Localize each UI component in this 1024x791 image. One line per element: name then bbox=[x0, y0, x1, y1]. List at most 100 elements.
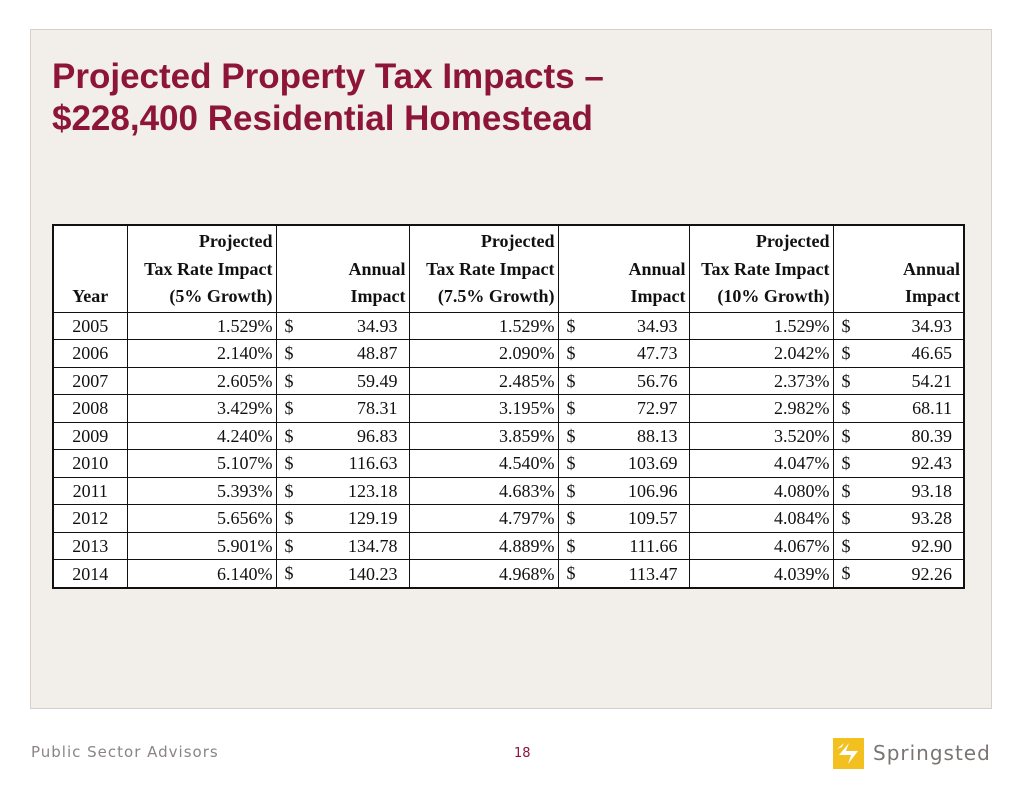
header-year-label: Year bbox=[72, 286, 109, 306]
header-line: Tax Rate Impact bbox=[426, 258, 555, 279]
cell-impact-10: $93.18 bbox=[833, 477, 963, 505]
cell-rate-5: 3.429% bbox=[127, 394, 277, 423]
header-year: Year bbox=[54, 226, 128, 313]
impact-value: 56.76 bbox=[637, 370, 678, 391]
impact-value: 93.28 bbox=[911, 508, 953, 529]
cell-rate-5: 2.140% bbox=[127, 339, 277, 368]
cell-impact-7-5: $103.69 bbox=[558, 449, 690, 478]
impact-value: 59.49 bbox=[357, 370, 398, 391]
cell-impact-5: $123.18 bbox=[276, 477, 410, 505]
cell-impact-5: $140.23 bbox=[276, 559, 410, 587]
impact-value: 78.31 bbox=[357, 398, 398, 419]
currency-symbol: $ bbox=[566, 343, 576, 363]
impact-value: 46.65 bbox=[911, 343, 953, 364]
cell-rate-10: 3.520% bbox=[689, 422, 834, 450]
currency-symbol: $ bbox=[284, 425, 294, 446]
impact-value: 68.11 bbox=[912, 398, 952, 419]
cell-rate-7-5: 4.968% bbox=[409, 559, 559, 587]
impact-value: 47.73 bbox=[637, 343, 678, 364]
header-impact-10: Annual Impact bbox=[833, 226, 963, 313]
cell-rate-5: 5.107% bbox=[127, 449, 277, 478]
header-impact-5: Annual Impact bbox=[276, 226, 410, 313]
cell-impact-5: $48.87 bbox=[276, 339, 410, 368]
cell-impact-7-5: $47.73 bbox=[558, 339, 690, 368]
currency-symbol: $ bbox=[841, 343, 851, 363]
currency-symbol: $ bbox=[284, 398, 294, 418]
cell-impact-5: $134.78 bbox=[276, 532, 410, 560]
header-line: Projected bbox=[198, 231, 273, 251]
currency-symbol: $ bbox=[566, 563, 576, 583]
impact-value: 93.18 bbox=[911, 480, 953, 501]
cell-year: 2012 bbox=[54, 504, 128, 533]
table-header-row: Year Projected Tax Rate Impact (5% Growt… bbox=[54, 226, 963, 313]
header-rate-7-5: Projected Tax Rate Impact (7.5% Growth) bbox=[409, 226, 559, 313]
impact-value: 34.93 bbox=[911, 315, 953, 336]
header-line: Annual bbox=[902, 258, 960, 279]
currency-symbol: $ bbox=[284, 535, 294, 556]
impact-value: 109.57 bbox=[628, 508, 678, 529]
impact-value: 92.43 bbox=[911, 453, 953, 474]
cell-rate-5: 4.240% bbox=[127, 422, 277, 450]
impact-value: 134.78 bbox=[348, 535, 398, 556]
impact-value: 92.26 bbox=[911, 563, 953, 584]
impact-value: 113.47 bbox=[628, 563, 678, 584]
impact-value: 106.96 bbox=[628, 480, 678, 501]
currency-symbol: $ bbox=[284, 315, 294, 336]
currency-symbol: $ bbox=[284, 480, 294, 501]
impact-value: 103.69 bbox=[628, 453, 678, 474]
header-line: Impact bbox=[350, 286, 406, 306]
impact-value: 48.87 bbox=[357, 343, 398, 364]
table-row: 2009 4.240% $96.83 3.859% $88.13 3.520% $80.39 bbox=[54, 422, 963, 450]
cell-rate-7-5: 4.540% bbox=[409, 449, 559, 478]
currency-symbol: $ bbox=[566, 370, 576, 391]
cell-rate-7-5: 4.797% bbox=[409, 504, 559, 533]
header-impact-7-5: Annual Impact bbox=[558, 226, 690, 313]
title-line-1: Projected Property Tax Impacts – bbox=[52, 57, 604, 96]
impact-value: 111.66 bbox=[629, 535, 678, 556]
currency-symbol: $ bbox=[566, 315, 576, 336]
cell-rate-5: 5.393% bbox=[127, 477, 277, 505]
cell-year: 2006 bbox=[54, 339, 128, 368]
impact-value: 129.19 bbox=[348, 508, 398, 529]
cell-impact-7-5: $109.57 bbox=[558, 504, 690, 533]
cell-impact-7-5: $106.96 bbox=[558, 477, 690, 505]
header-line: Tax Rate Impact bbox=[701, 258, 830, 279]
impact-value: 96.83 bbox=[357, 425, 398, 446]
table-row: 2013 5.901% $134.78 4.889% $111.66 4.067% $92.… bbox=[54, 532, 963, 560]
springsted-logo: Springsted bbox=[833, 737, 993, 769]
header-line: Annual bbox=[348, 258, 406, 279]
header-line: (10% Growth) bbox=[717, 286, 830, 306]
impact-value: 72.97 bbox=[637, 398, 678, 419]
table-row: 2012 5.656% $129.19 4.797% $109.57 4.084% $93.… bbox=[54, 504, 963, 533]
header-rate-5: Projected Tax Rate Impact (5% Growth) bbox=[127, 226, 277, 313]
header-line: Tax Rate Impact bbox=[144, 258, 273, 279]
currency-symbol: $ bbox=[841, 563, 851, 583]
footer-tagline: Public Sector Advisors bbox=[31, 743, 219, 761]
currency-symbol: $ bbox=[566, 425, 576, 446]
currency-symbol: $ bbox=[841, 535, 851, 556]
currency-symbol: $ bbox=[284, 563, 294, 583]
impact-value: 54.21 bbox=[911, 370, 953, 391]
cell-rate-5: 6.140% bbox=[127, 559, 277, 587]
table-row: 2005 1.529% $34.93 1.529% $34.93 1.529% $34.93 bbox=[54, 312, 963, 340]
currency-symbol: $ bbox=[841, 453, 851, 473]
cell-year: 2013 bbox=[54, 532, 128, 560]
cell-impact-5: $129.19 bbox=[276, 504, 410, 533]
title-line-2: $228,400 Residential Homestead bbox=[52, 99, 593, 138]
impact-value: 140.23 bbox=[348, 563, 398, 584]
cell-rate-10: 2.982% bbox=[689, 394, 834, 423]
cell-rate-5: 1.529% bbox=[127, 312, 277, 340]
cell-impact-10: $93.28 bbox=[833, 504, 963, 533]
cell-impact-10: $46.65 bbox=[833, 339, 963, 368]
currency-symbol: $ bbox=[566, 453, 576, 473]
header-rate-10: Projected Tax Rate Impact (10% Growth) bbox=[689, 226, 834, 313]
cell-rate-10: 2.373% bbox=[689, 367, 834, 395]
impact-value: 80.39 bbox=[911, 425, 953, 446]
impact-value: 123.18 bbox=[348, 480, 398, 501]
cell-rate-7-5: 2.090% bbox=[409, 339, 559, 368]
impact-value: 116.63 bbox=[348, 453, 398, 474]
impact-value: 92.90 bbox=[911, 535, 953, 556]
cell-year: 2005 bbox=[54, 312, 128, 340]
cell-impact-10: $92.26 bbox=[833, 560, 963, 588]
cell-impact-5: $59.49 bbox=[276, 367, 410, 395]
